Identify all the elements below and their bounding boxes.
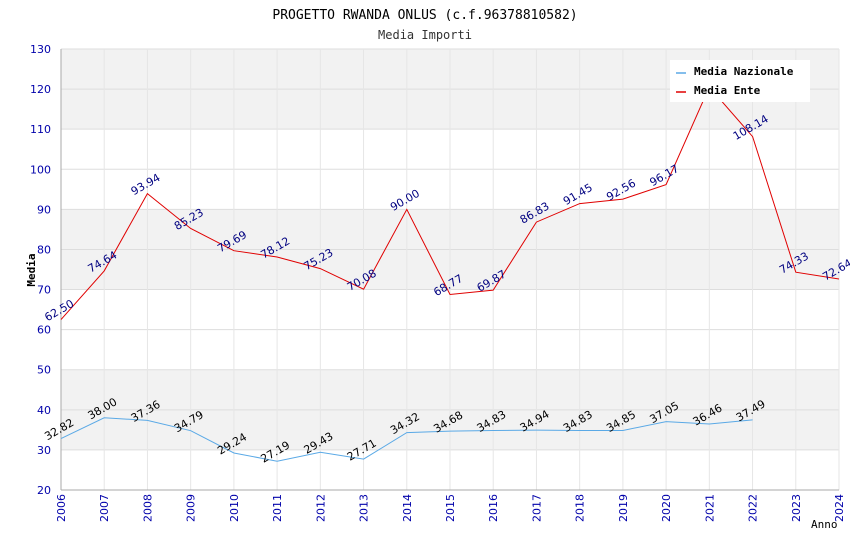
x-tick-label: 2019 — [617, 494, 630, 522]
y-tick-label: 40 — [37, 404, 51, 417]
x-tick-label: 2007 — [98, 494, 111, 522]
x-tick-label: 2020 — [660, 494, 673, 522]
y-axis-label: Media — [25, 253, 38, 286]
x-tick-label: 2009 — [185, 494, 198, 522]
legend-label-media-ente: Media Ente — [694, 84, 761, 97]
x-tick-label: 2016 — [487, 494, 500, 522]
chart-title: PROGETTO RWANDA ONLUS (c.f.96378810582) — [272, 8, 577, 23]
axes: 20 30 40 50 60 70 80 90 100 110 120 130 2006 2007 2008… — [30, 43, 846, 522]
y-tick-label: 90 — [37, 203, 51, 216]
legend-box — [670, 60, 810, 102]
y-tick-label: 60 — [37, 324, 51, 337]
x-tick-label: 2011 — [271, 494, 284, 522]
x-tick-label: 2024 — [833, 494, 846, 522]
series-line-media-nazionale — [60, 417, 753, 462]
y-tick-label: 130 — [30, 43, 51, 56]
x-tick-label: 2022 — [747, 494, 760, 522]
x-tick-label: 2012 — [314, 494, 327, 522]
x-tick-label: 2006 — [55, 494, 68, 522]
legend-label-media-nazionale: Media Nazionale — [694, 65, 794, 78]
x-tick-label: 2017 — [530, 494, 543, 522]
x-tick-label: 2013 — [358, 494, 371, 522]
y-tick-label: 20 — [37, 484, 51, 497]
y-tick-label: 120 — [30, 83, 51, 96]
x-tick-label: 2014 — [401, 494, 414, 522]
y-tick-label: 70 — [37, 284, 51, 297]
x-tick-label: 2021 — [703, 494, 716, 522]
x-tick-label: 2010 — [228, 494, 241, 522]
x-tick-label: 2008 — [141, 494, 154, 522]
legend: Media Nazionale Media Ente — [670, 60, 810, 102]
x-tick-label: 2015 — [444, 494, 457, 522]
x-tick-label: 2018 — [574, 494, 587, 522]
x-axis-label: Anno — [811, 518, 838, 531]
chart-subtitle: Media Importi — [378, 28, 472, 42]
y-tick-label: 80 — [37, 243, 51, 256]
y-tick-label: 110 — [30, 123, 51, 136]
y-tick-label: 50 — [37, 364, 51, 377]
x-tick-label: 2023 — [790, 494, 803, 522]
y-tick-label: 100 — [30, 163, 51, 176]
y-tick-label: 30 — [37, 444, 51, 457]
